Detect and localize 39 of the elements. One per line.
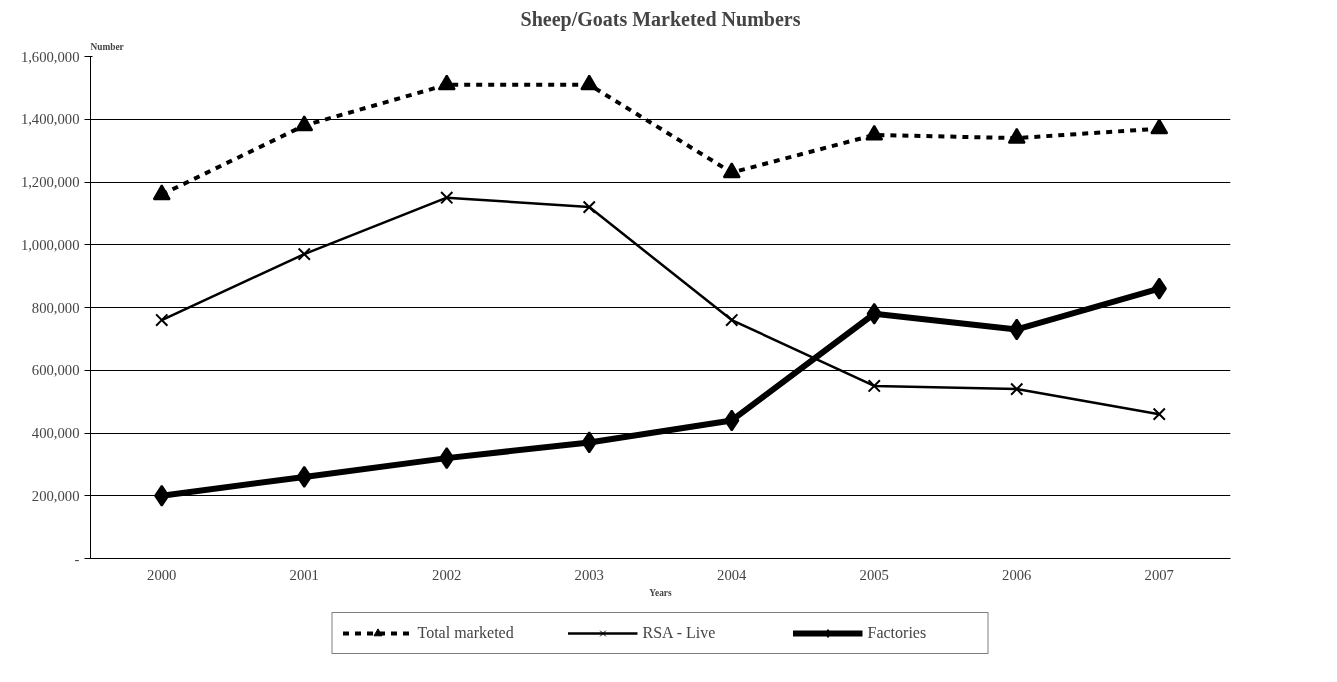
y-tick-label: 1,400,000 [20,111,80,128]
point [1152,407,1166,421]
point [1010,382,1024,396]
point [437,74,456,91]
y-tick-label: 1,200,000 [20,174,80,190]
x-tick-label: 2004 [717,566,748,583]
x-tick-label: 2002 [432,566,462,583]
point [297,247,311,261]
y-tick-label: 800,000 [31,299,80,316]
y-tick-label: 400,000 [31,425,80,441]
x-tick-label: 2001 [289,566,319,583]
x-axis-title: Years [649,587,673,598]
x-tick-label: 2006 [1002,566,1032,583]
point [582,200,596,214]
point [1150,118,1169,135]
y-tick-label: - [74,550,80,567]
point [440,191,454,205]
point [722,162,741,179]
point [155,313,169,327]
y-tick-label: 200,000 [31,487,80,504]
y-tick-label: 1,000,000 [20,236,80,253]
point [580,74,599,91]
y-tick-label: 600,000 [31,362,80,379]
y-tick-label: 1,600,000 [20,48,80,65]
point [295,115,314,132]
legend-label: Factories [867,624,928,642]
point [865,124,884,141]
x-tick-label: 2005 [859,566,889,583]
point [725,313,739,327]
x-tick-label: 2003 [574,566,604,583]
point [867,379,881,393]
point [1007,127,1026,144]
point [152,184,171,201]
chart-title: Sheep/Goats Marketed Numbers [520,7,801,31]
legend-label: Total marketed [417,624,515,642]
x-tick-label: 2007 [1144,566,1174,583]
x-tick-label: 2000 [147,566,177,583]
y-axis-title: Number [90,41,124,52]
legend-label: RSA - Live [642,624,717,642]
